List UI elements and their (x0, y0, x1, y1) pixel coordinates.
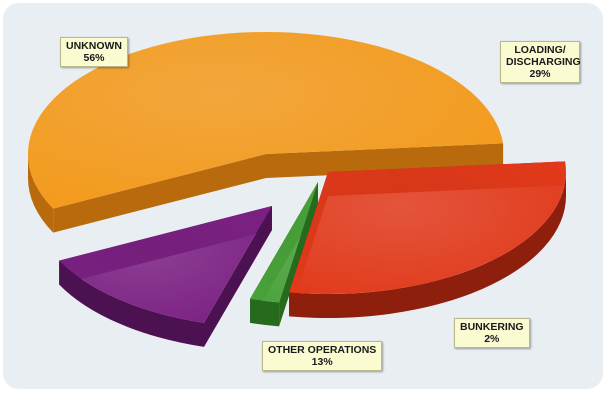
pie-slice-wall (204, 206, 272, 347)
label-unknown-value: 56% (83, 52, 105, 64)
label-other-name: OTHER OPERATIONS (268, 344, 377, 356)
label-loading-name: LOADING/ DISCHARGING (506, 44, 581, 68)
pie-slice-top (59, 206, 273, 323)
label-loading-discharging: LOADING/ DISCHARGING 29% (500, 41, 581, 83)
pie-slice-top (289, 161, 567, 295)
label-unknown: UNKNOWN 56% (60, 37, 128, 67)
pie-slice-loading-discharging (289, 161, 567, 319)
label-bunkering-name: BUNKERING (460, 321, 524, 333)
pie-slice-other-operations (59, 206, 273, 347)
label-other-value: 13% (311, 356, 333, 368)
pie-slice-bunkering (250, 182, 318, 327)
pie-slice-top (250, 182, 318, 303)
pie-slice-side (28, 154, 54, 233)
pie-slice-wall (53, 154, 267, 233)
label-bunkering-value: 2% (484, 333, 500, 345)
pie-slice-side (250, 298, 280, 327)
label-loading-value: 29% (529, 68, 551, 80)
pie-slice-top (27, 31, 504, 209)
label-bunkering: BUNKERING 2% (454, 318, 530, 348)
label-other-operations: OTHER OPERATIONS 13% (262, 341, 383, 371)
pie-slice-side (289, 172, 566, 319)
label-unknown-name: UNKNOWN (66, 40, 122, 52)
pie-slice-side (59, 260, 205, 347)
